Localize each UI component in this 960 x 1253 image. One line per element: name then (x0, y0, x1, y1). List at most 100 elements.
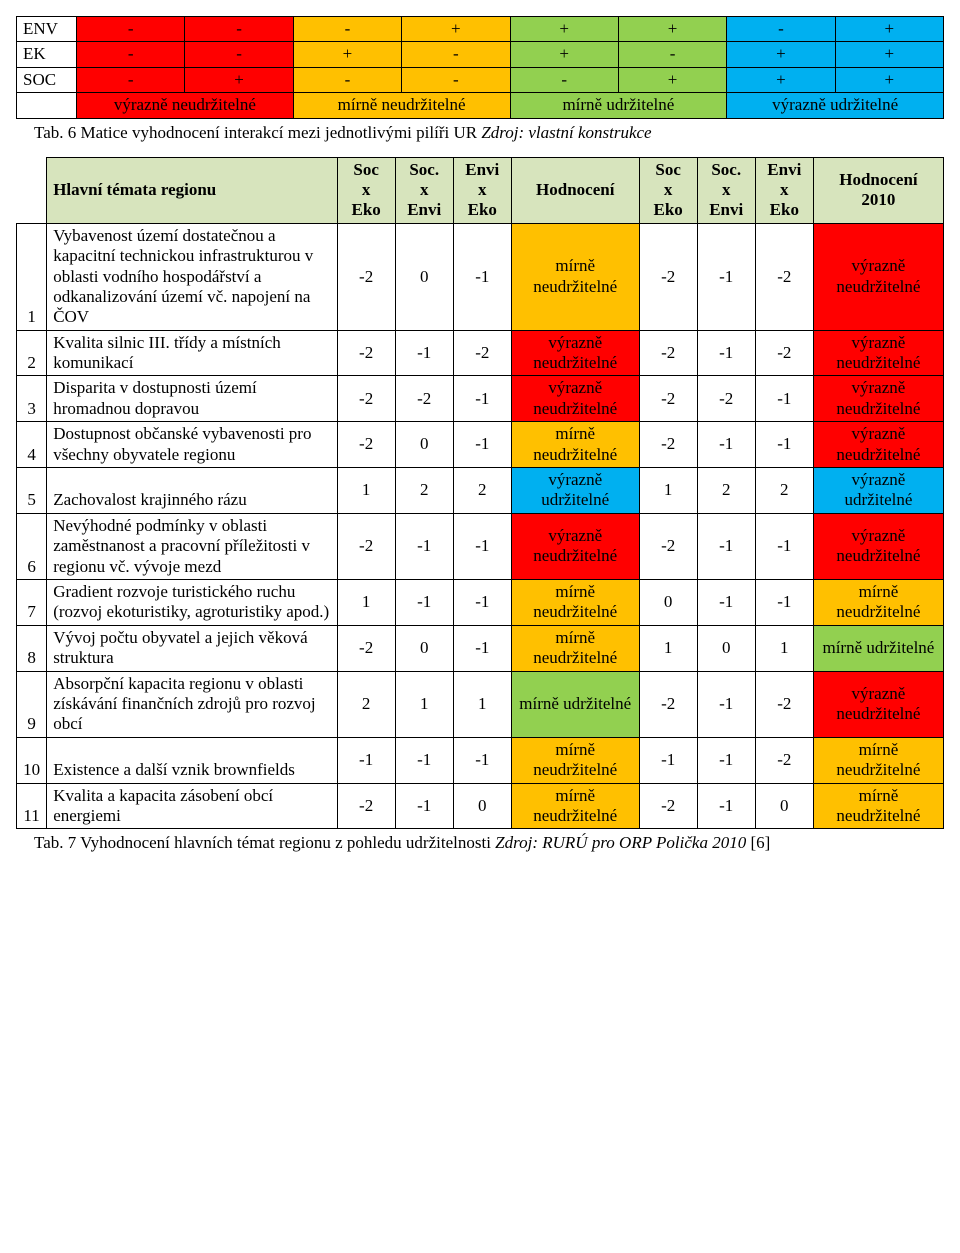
hodnoceni-cell: výrazně neudržitelné (511, 513, 639, 579)
row-label: ENV (17, 17, 77, 42)
row-topic: Nevýhodné podmínky v oblasti zaměstnanos… (47, 513, 337, 579)
row-number: 1 (17, 223, 47, 330)
hodnoceni-2010-cell: výrazně neudržitelné (813, 330, 943, 376)
legend-blank (17, 93, 77, 118)
row-number: 8 (17, 625, 47, 671)
value-cell: -1 (755, 422, 813, 468)
value-cell: -2 (639, 671, 697, 737)
header-soc-envi-2: Soc.xEnvi (697, 157, 755, 223)
value-cell: -1 (453, 422, 511, 468)
value-cell: 1 (639, 625, 697, 671)
table2-caption-ref: [6] (750, 833, 770, 852)
value-cell: -2 (639, 223, 697, 330)
matrix-cell: - (293, 17, 401, 42)
value-cell: -2 (337, 330, 395, 376)
hodnoceni-cell: mírně neudržitelné (511, 223, 639, 330)
value-cell: 0 (639, 579, 697, 625)
value-cell: 0 (395, 223, 453, 330)
value-cell: -1 (395, 737, 453, 783)
row-label: SOC (17, 67, 77, 92)
value-cell: -1 (453, 376, 511, 422)
header-topic: Hlavní témata regionu (47, 157, 337, 223)
row-topic: Zachovalost krajinného rázu (47, 468, 337, 514)
value-cell: -1 (395, 579, 453, 625)
value-cell: -1 (453, 513, 511, 579)
matrix-cell: + (835, 67, 943, 92)
matrix-cell: - (77, 42, 185, 67)
topics-table: Hlavní témata regionu SocxEkoSoc.xEnvi Env… (16, 157, 944, 830)
legend-cell: výrazně udržitelné (727, 93, 944, 118)
hodnoceni-2010-cell: mírně udržitelné (813, 625, 943, 671)
row-number: 5 (17, 468, 47, 514)
table1-caption: Tab. 6 Matice vyhodnocení interakcí mezi… (16, 119, 944, 157)
value-cell: 1 (337, 468, 395, 514)
row-number: 4 (17, 422, 47, 468)
value-cell: -2 (639, 783, 697, 829)
value-cell: -2 (755, 737, 813, 783)
value-cell: 0 (395, 422, 453, 468)
value-cell: -1 (453, 223, 511, 330)
row-topic: Disparita v dostupnosti území hromadnou … (47, 376, 337, 422)
row-label: EK (17, 42, 77, 67)
hodnoceni-cell: mírně udržitelné (511, 671, 639, 737)
value-cell: -2 (337, 223, 395, 330)
value-cell: 0 (395, 625, 453, 671)
value-cell: -2 (639, 513, 697, 579)
row-number: 3 (17, 376, 47, 422)
value-cell: -1 (395, 513, 453, 579)
header-envi: EnvixEko (453, 157, 511, 223)
row-topic: Vývoj počtu obyvatel a jejich věková str… (47, 625, 337, 671)
hodnoceni-cell: mírně neudržitelné (511, 422, 639, 468)
hodnoceni-2010-cell: mírně neudržitelné (813, 737, 943, 783)
value-cell: -1 (395, 783, 453, 829)
value-cell: -1 (697, 330, 755, 376)
row-number: 2 (17, 330, 47, 376)
header-hodnoceni-2010: Hodnocení2010 (813, 157, 943, 223)
row-topic: Dostupnost občanské vybavenosti pro všec… (47, 422, 337, 468)
matrix-cell: - (185, 17, 293, 42)
table2-caption: Tab. 7 Vyhodnocení hlavních témat region… (16, 829, 944, 853)
matrix-cell: + (727, 42, 835, 67)
value-cell: -1 (697, 579, 755, 625)
row-number: 9 (17, 671, 47, 737)
matrix-cell: + (618, 17, 726, 42)
matrix-cell: - (618, 42, 726, 67)
hodnoceni-2010-cell: mírně neudržitelné (813, 579, 943, 625)
table2-caption-text: Tab. 7 Vyhodnocení hlavních témat region… (34, 833, 495, 852)
hodnoceni-cell: výrazně udržitelné (511, 468, 639, 514)
value-cell: 0 (697, 625, 755, 671)
matrix-cell: + (185, 67, 293, 92)
row-topic: Gradient rozvoje turistického ruchu (roz… (47, 579, 337, 625)
value-cell: -1 (755, 376, 813, 422)
matrix-cell: - (402, 67, 510, 92)
hodnoceni-cell: mírně neudržitelné (511, 579, 639, 625)
hodnoceni-2010-cell: výrazně neudržitelné (813, 376, 943, 422)
value-cell: -2 (697, 376, 755, 422)
matrix-cell: + (618, 67, 726, 92)
value-cell: -2 (337, 783, 395, 829)
matrix-cell: + (727, 67, 835, 92)
value-cell: -2 (755, 223, 813, 330)
row-number: 6 (17, 513, 47, 579)
value-cell: -2 (755, 671, 813, 737)
row-number: 10 (17, 737, 47, 783)
header-soc-2: SocxEko (639, 157, 697, 223)
value-cell: -1 (337, 737, 395, 783)
hodnoceni-2010-cell: výrazně neudržitelné (813, 671, 943, 737)
header-blank (17, 157, 47, 223)
matrix-cell: - (402, 42, 510, 67)
value-cell: -1 (639, 737, 697, 783)
value-cell: -1 (697, 223, 755, 330)
value-cell: -1 (755, 579, 813, 625)
value-cell: -1 (697, 513, 755, 579)
matrix-cell: - (727, 17, 835, 42)
value-cell: 2 (755, 468, 813, 514)
hodnoceni-2010-cell: výrazně udržitelné (813, 468, 943, 514)
value-cell: 2 (337, 671, 395, 737)
value-cell: -1 (697, 783, 755, 829)
value-cell: -1 (755, 513, 813, 579)
matrix-cell: - (77, 17, 185, 42)
row-topic: Kvalita a kapacita zásobení obcí energie… (47, 783, 337, 829)
hodnoceni-2010-cell: mírně neudržitelné (813, 783, 943, 829)
value-cell: 2 (395, 468, 453, 514)
